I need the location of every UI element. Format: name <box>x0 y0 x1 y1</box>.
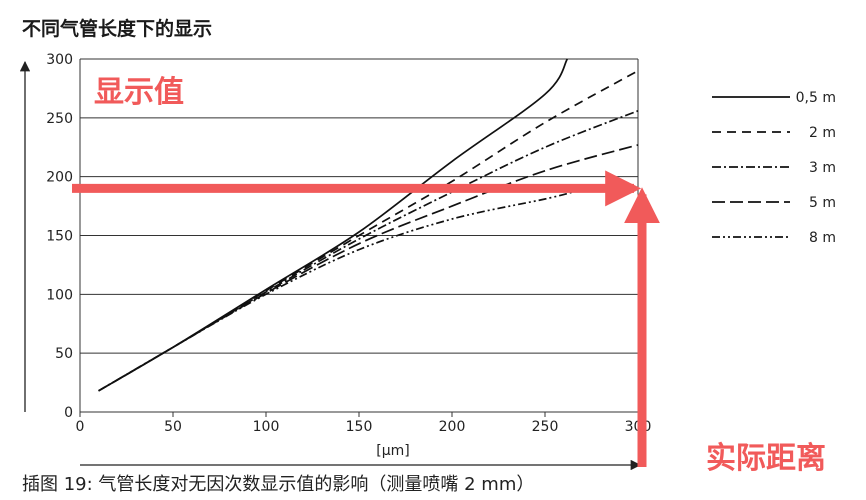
series-lines <box>98 58 639 392</box>
x-tick-label: 200 <box>439 419 466 435</box>
y-tick-label: 200 <box>46 170 73 186</box>
y-tick-label: 150 <box>46 229 73 245</box>
annotation-x-label: 实际距离 <box>706 441 826 476</box>
legend: 0,5 m 2 m 3 m 5 m 8 m <box>712 90 836 246</box>
x-tick-label: 0 <box>76 419 85 435</box>
y-tick-label: 250 <box>46 111 73 127</box>
series-line <box>98 191 574 392</box>
x-tick-label: 250 <box>532 419 559 435</box>
legend-label: 2 m <box>809 125 836 141</box>
y-tick-label: 100 <box>46 287 73 303</box>
series-line <box>98 70 639 392</box>
annotation-y-label: 显示值 <box>94 75 184 110</box>
legend-label: 0,5 m <box>796 90 836 106</box>
x-tick-label: 150 <box>346 419 373 435</box>
legend-label: 5 m <box>809 195 836 211</box>
y-tick-label: 300 <box>46 52 73 68</box>
y-tick-label: 0 <box>64 405 73 421</box>
chart-title: 不同气管长度下的显示 <box>22 17 212 40</box>
x-tick-label: 50 <box>164 419 182 435</box>
y-tick-label: 50 <box>55 346 73 362</box>
x-axis-label: [μm] <box>376 443 409 459</box>
legend-label: 8 m <box>809 230 836 246</box>
figure-caption: 插图 19: 气管长度对无因次数显示值的影响（测量喷嘴 2 mm） <box>22 474 534 495</box>
legend-label: 3 m <box>809 160 836 176</box>
y-axis-ticks: 0 50 100 150 200 250 300 <box>46 52 73 421</box>
x-tick-label: 100 <box>253 419 280 435</box>
series-line <box>98 110 639 392</box>
series-line <box>98 144 639 392</box>
